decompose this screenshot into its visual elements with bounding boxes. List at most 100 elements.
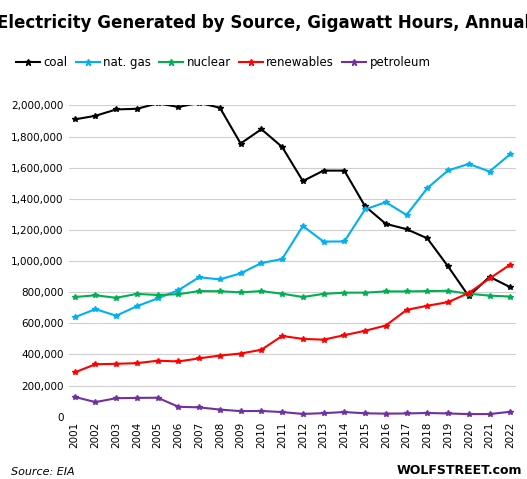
- renewables: [72, 369, 78, 375]
- petroleum: [196, 404, 202, 410]
- renewables: [320, 337, 327, 342]
- nuclear: [341, 290, 347, 296]
- nuclear: [92, 292, 99, 298]
- coal: [341, 168, 347, 173]
- renewables: [341, 332, 347, 338]
- nuclear: [403, 288, 409, 294]
- coal: [362, 204, 368, 209]
- nuclear: [362, 290, 368, 296]
- nat. gas: [486, 169, 493, 174]
- coal: [403, 226, 409, 232]
- nuclear: [258, 288, 265, 294]
- nuclear: [279, 291, 285, 297]
- petroleum: [465, 411, 472, 417]
- renewables: [300, 336, 306, 342]
- coal: [424, 236, 431, 241]
- petroleum: [279, 409, 285, 415]
- coal: [507, 285, 513, 290]
- Text: Source: EIA: Source: EIA: [11, 467, 74, 477]
- nat. gas: [320, 239, 327, 244]
- coal: [134, 106, 140, 112]
- nuclear: [383, 288, 389, 294]
- renewables: [238, 351, 244, 356]
- nat. gas: [134, 303, 140, 309]
- nuclear: [217, 288, 223, 294]
- renewables: [403, 307, 409, 313]
- nat. gas: [465, 161, 472, 167]
- Text: WOLFSTREET.com: WOLFSTREET.com: [396, 464, 522, 477]
- renewables: [217, 353, 223, 358]
- coal: [320, 168, 327, 173]
- renewables: [134, 360, 140, 366]
- petroleum: [403, 411, 409, 416]
- coal: [258, 126, 265, 132]
- renewables: [154, 358, 161, 364]
- nat. gas: [154, 296, 161, 301]
- nuclear: [465, 291, 472, 297]
- nuclear: [300, 294, 306, 300]
- petroleum: [424, 410, 431, 416]
- renewables: [113, 361, 120, 367]
- nat. gas: [258, 260, 265, 266]
- nat. gas: [92, 306, 99, 312]
- nat. gas: [300, 223, 306, 229]
- renewables: [383, 323, 389, 329]
- renewables: [465, 290, 472, 296]
- renewables: [362, 328, 368, 334]
- nat. gas: [362, 206, 368, 212]
- coal: [383, 221, 389, 227]
- petroleum: [113, 395, 120, 401]
- nat. gas: [424, 185, 431, 191]
- nuclear: [154, 292, 161, 298]
- nuclear: [507, 294, 513, 299]
- nat. gas: [279, 256, 285, 262]
- coal: [113, 106, 120, 112]
- petroleum: [300, 411, 306, 417]
- petroleum: [320, 411, 327, 416]
- petroleum: [383, 411, 389, 417]
- coal: [72, 116, 78, 122]
- coal: [92, 113, 99, 119]
- nat. gas: [341, 239, 347, 244]
- petroleum: [154, 395, 161, 400]
- nat. gas: [507, 151, 513, 157]
- coal: [196, 100, 202, 106]
- petroleum: [486, 411, 493, 417]
- nat. gas: [238, 271, 244, 276]
- Line: nuclear: nuclear: [72, 288, 513, 300]
- coal: [175, 104, 182, 110]
- renewables: [507, 262, 513, 267]
- renewables: [175, 359, 182, 365]
- nuclear: [424, 288, 431, 294]
- nat. gas: [403, 212, 409, 218]
- renewables: [486, 275, 493, 281]
- coal: [300, 178, 306, 184]
- coal: [154, 101, 161, 106]
- Line: renewables: renewables: [72, 262, 513, 375]
- coal: [486, 274, 493, 280]
- petroleum: [362, 411, 368, 416]
- petroleum: [445, 411, 451, 416]
- petroleum: [238, 408, 244, 414]
- nat. gas: [113, 313, 120, 319]
- nat. gas: [72, 314, 78, 320]
- renewables: [258, 347, 265, 353]
- coal: [465, 293, 472, 299]
- Line: nat. gas: nat. gas: [72, 151, 513, 320]
- coal: [217, 105, 223, 111]
- petroleum: [258, 408, 265, 414]
- coal: [238, 141, 244, 147]
- nuclear: [320, 291, 327, 297]
- Line: coal: coal: [72, 100, 513, 299]
- renewables: [445, 299, 451, 305]
- renewables: [279, 333, 285, 339]
- nuclear: [175, 291, 182, 297]
- nat. gas: [217, 276, 223, 282]
- nat. gas: [383, 199, 389, 205]
- nat. gas: [175, 287, 182, 293]
- nuclear: [238, 289, 244, 295]
- petroleum: [507, 409, 513, 415]
- petroleum: [134, 395, 140, 401]
- nuclear: [486, 293, 493, 298]
- nuclear: [196, 288, 202, 294]
